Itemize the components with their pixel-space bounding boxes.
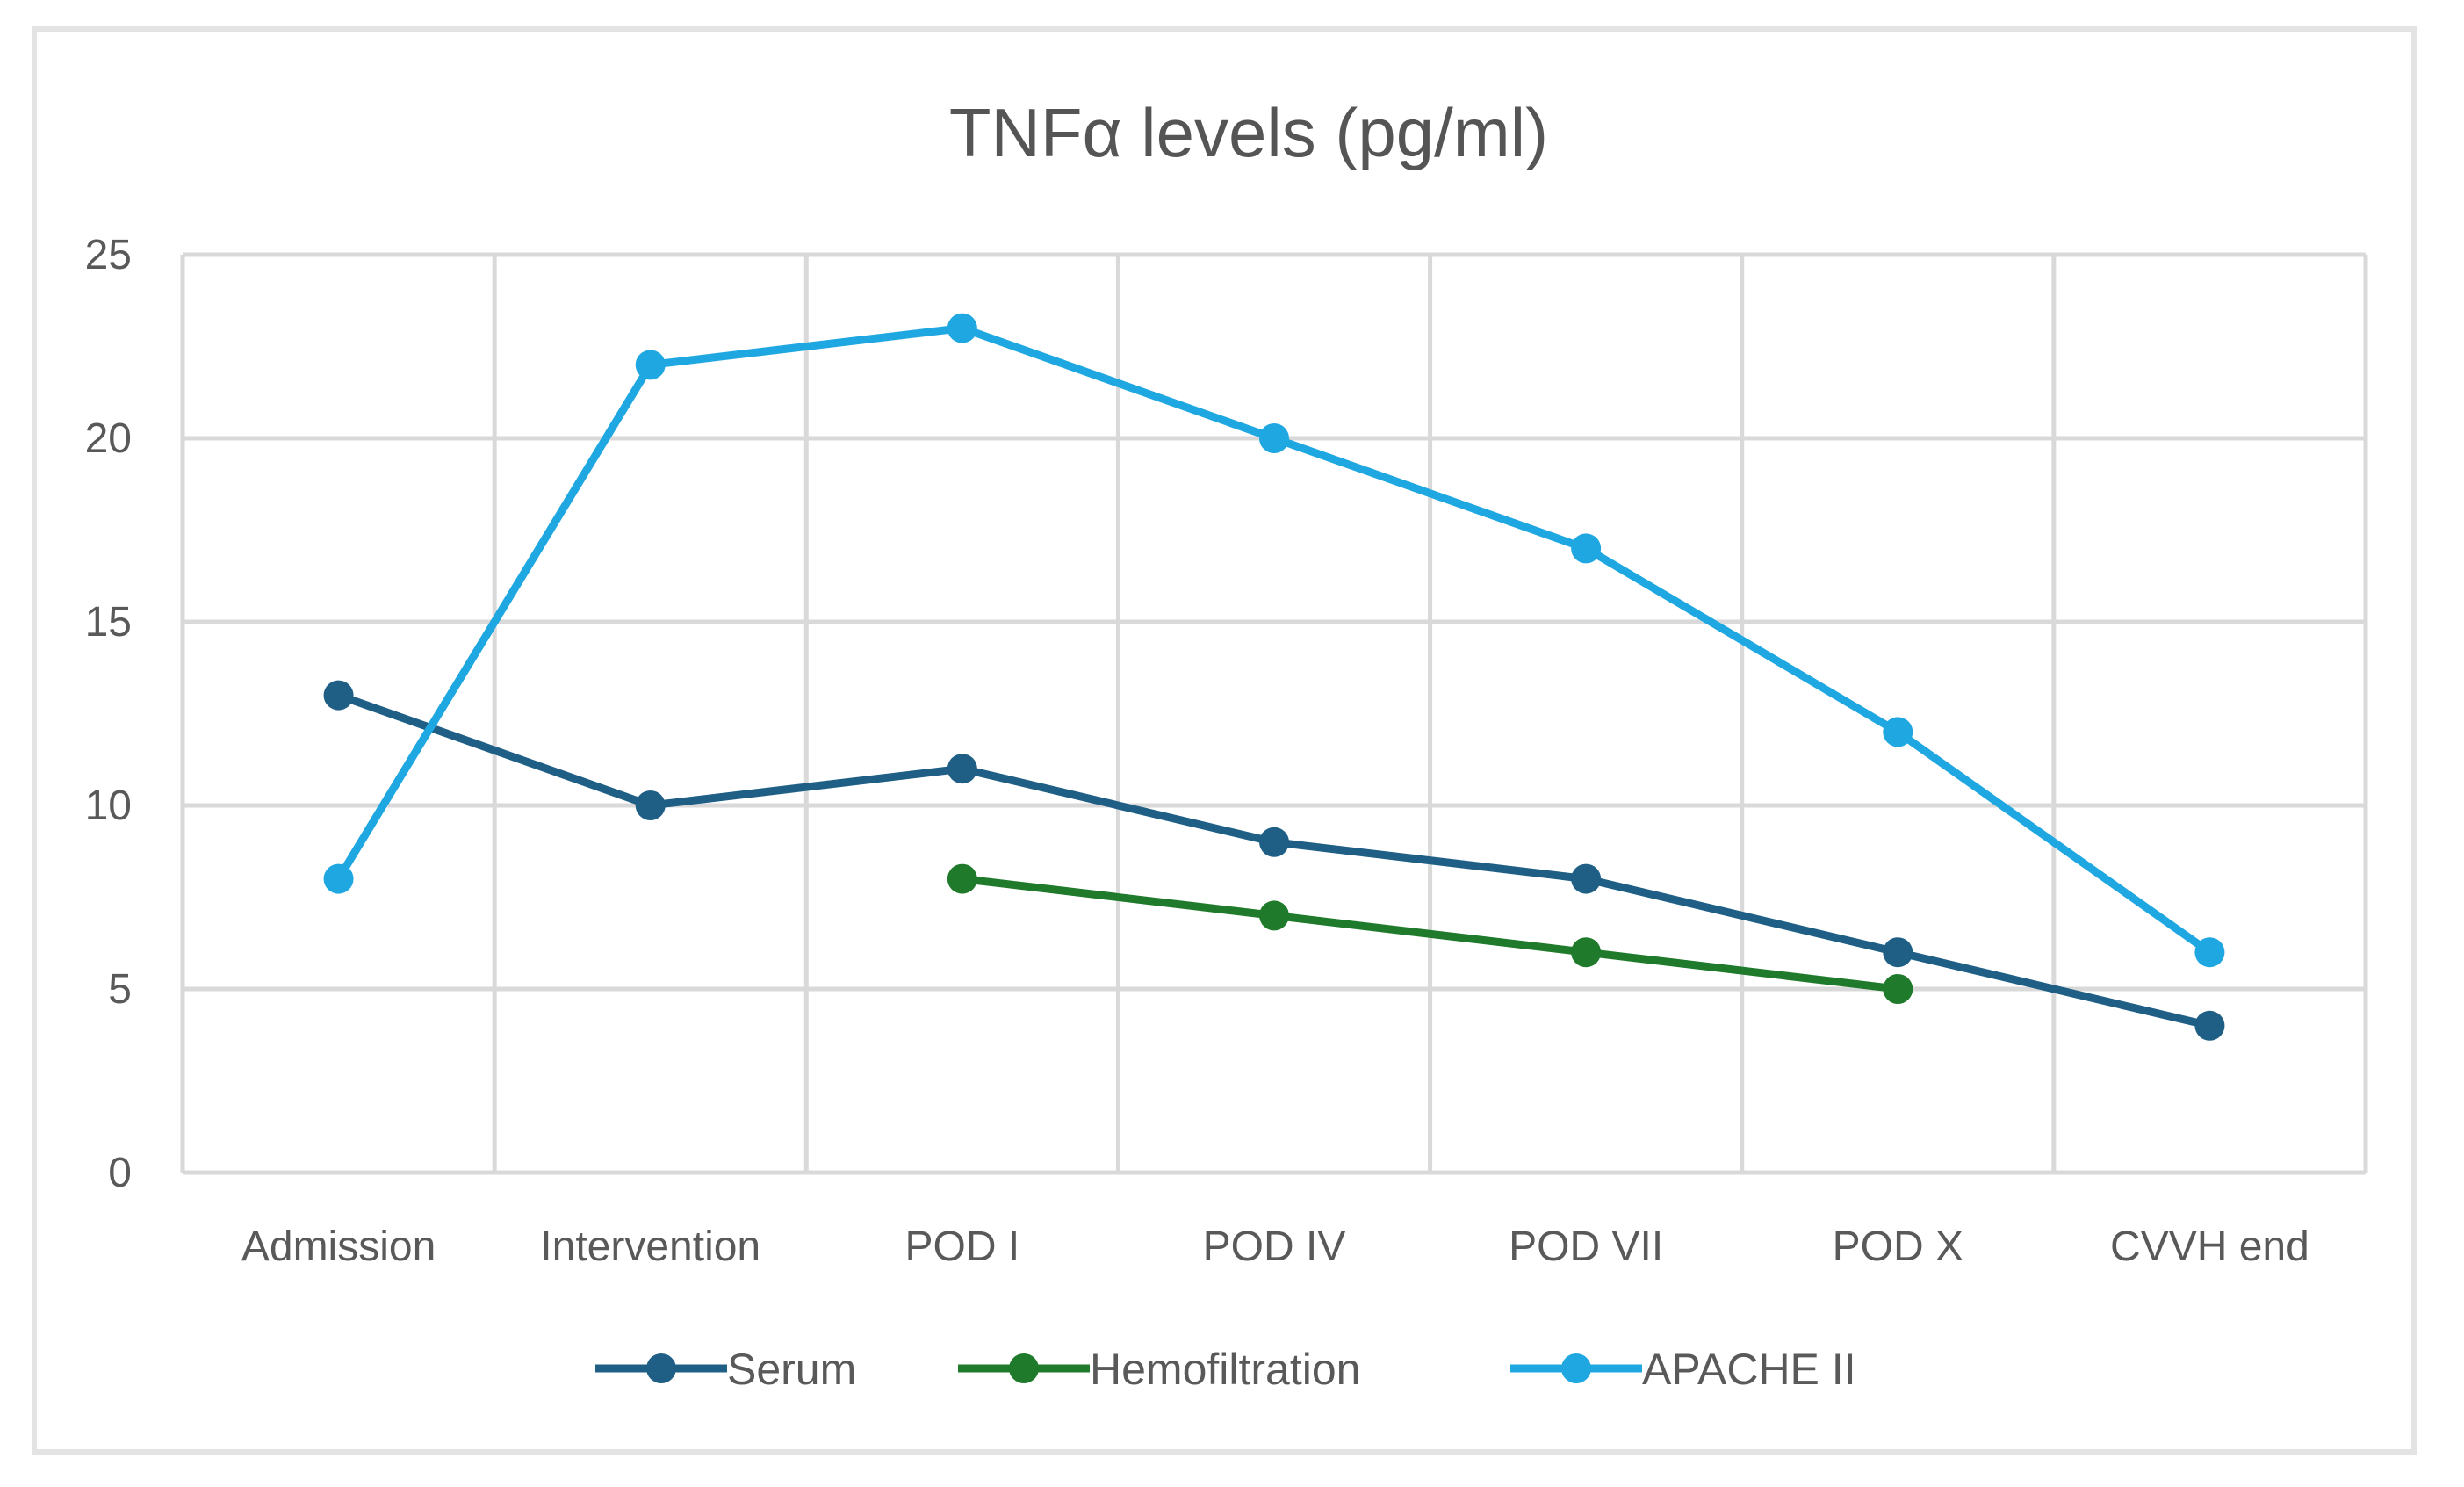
x-tick-label: POD IV	[1203, 1224, 1346, 1270]
legend-marker	[1009, 1353, 1039, 1383]
x-tick-label: Admission	[241, 1224, 436, 1270]
data-point	[1571, 937, 1602, 968]
data-point	[1883, 717, 1913, 747]
data-point	[323, 680, 354, 711]
x-tick-label: POD I	[905, 1224, 1020, 1270]
chart-title: TNFα levels (pg/ml)	[949, 94, 1548, 171]
series-line	[335, 691, 2214, 1030]
legend-label: APACHE II	[1642, 1345, 1856, 1394]
x-tick-label: Intervention	[540, 1224, 760, 1270]
y-tick-label: 0	[108, 1150, 132, 1196]
series-1	[947, 863, 1913, 1004]
data-point	[947, 863, 977, 894]
legend-item: Hemofiltration	[958, 1345, 1360, 1394]
x-tick-label: POD VII	[1509, 1224, 1663, 1270]
data-point	[947, 313, 977, 343]
y-tick-label: 15	[85, 599, 132, 646]
series-0	[323, 680, 2225, 1041]
legend: Serum Hemofiltration APACHE II	[595, 1345, 1856, 1394]
y-tick-label: 20	[85, 415, 132, 462]
legend-label: Serum	[727, 1345, 856, 1394]
data-point	[1259, 900, 1289, 931]
data-point	[1571, 863, 1602, 894]
data-point	[635, 790, 666, 820]
x-tick-label: POD X	[1833, 1224, 1963, 1270]
series-lines	[323, 313, 2225, 1041]
series-line	[335, 324, 2214, 956]
legend-marker	[1561, 1353, 1591, 1383]
series-line	[958, 875, 1902, 993]
legend-label: Hemofiltration	[1090, 1345, 1360, 1394]
data-point	[1883, 974, 1913, 1004]
axes: 0 5 10 15 20 25 Admission Intervention POD I POD …	[85, 232, 2309, 1270]
y-tick-label: 5	[108, 966, 132, 1013]
data-point	[2194, 1010, 2225, 1041]
legend-item: APACHE II	[1510, 1345, 1856, 1394]
legend-item: Serum	[595, 1345, 856, 1394]
data-point	[1259, 827, 1289, 857]
data-point	[2194, 937, 2225, 968]
x-tick-label: CVVH end	[2110, 1224, 2309, 1270]
data-point	[635, 350, 666, 380]
data-point	[1571, 533, 1602, 564]
y-tick-label: 10	[85, 783, 132, 829]
data-point	[323, 863, 354, 894]
chart-frame	[32, 26, 2417, 1455]
series-2	[323, 313, 2225, 968]
grid-lines	[180, 252, 2368, 1175]
data-point	[1883, 937, 1913, 968]
data-point	[1259, 423, 1289, 453]
y-tick-label: 25	[85, 232, 132, 278]
legend-marker	[646, 1353, 676, 1383]
data-point	[947, 754, 977, 784]
